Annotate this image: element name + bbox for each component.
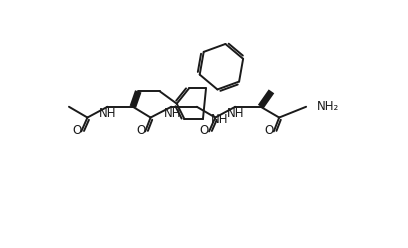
Text: O: O [72,124,81,137]
Text: O: O [136,124,145,137]
Text: NH: NH [163,107,181,120]
Text: NH: NH [211,113,228,125]
Text: NH: NH [227,107,245,120]
Text: O: O [200,124,209,137]
Text: O: O [264,124,274,137]
Text: NH: NH [99,107,116,120]
Text: NH₂: NH₂ [317,100,339,113]
